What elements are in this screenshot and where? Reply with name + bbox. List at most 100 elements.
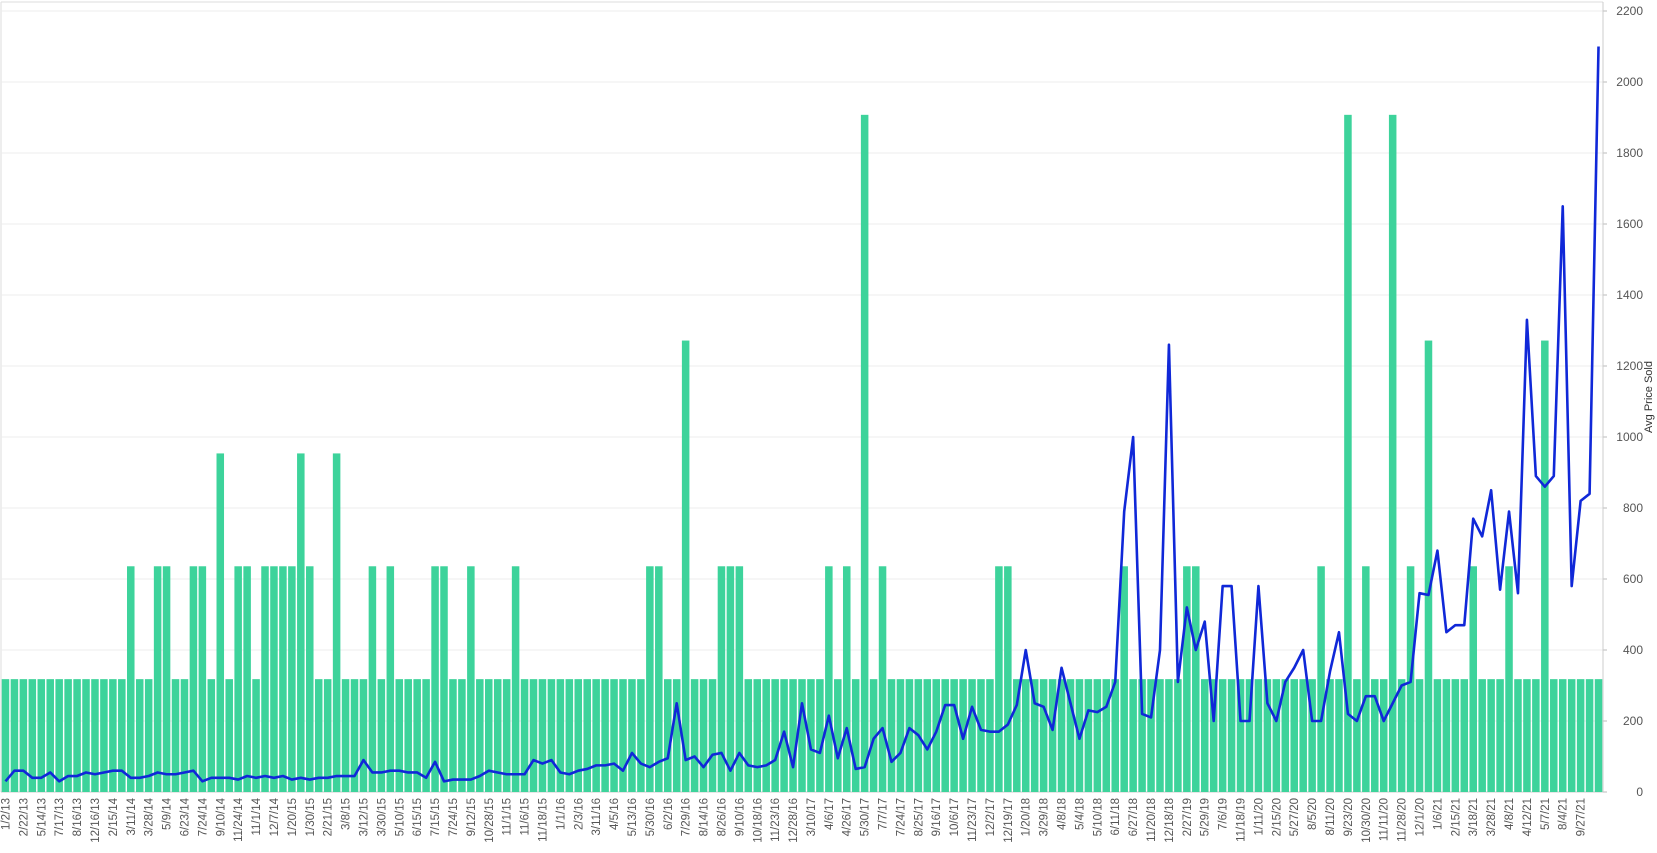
bar: [1093, 679, 1102, 792]
bar: [314, 679, 323, 792]
bar: [1129, 679, 1137, 792]
x-tick-label: 5/10/15: [394, 798, 406, 836]
x-tick-label: 3/11/14: [126, 797, 138, 835]
x-tick-label: 8/16/13: [72, 798, 84, 836]
x-tick-label: 6/11/18: [1110, 798, 1122, 836]
y2-axis-title: Avg Price Sold: [1643, 361, 1655, 433]
bar: [395, 679, 404, 792]
bar: [1379, 679, 1388, 792]
bar: [422, 679, 430, 792]
bar: [637, 679, 645, 792]
y2-tick-label: 1800: [1616, 146, 1643, 160]
bar: [834, 679, 842, 792]
x-tick-label: 2/15/14: [108, 797, 120, 836]
y2-tick-label: 0: [1636, 785, 1643, 799]
bar: [1183, 566, 1191, 792]
x-tick-label: 5/30/17: [860, 798, 872, 836]
bar: [735, 566, 744, 792]
bar: [556, 679, 565, 792]
bar: [10, 679, 19, 792]
y2-tick-label: 1200: [1616, 359, 1643, 373]
x-tick-label: 11/1/14: [251, 797, 263, 835]
bar: [1290, 679, 1298, 792]
bar: [1487, 679, 1495, 792]
x-tick-label: 10/30/20: [1361, 798, 1373, 843]
x-tick-label: 5/13/16: [627, 798, 639, 836]
bar: [64, 679, 72, 792]
bar: [1236, 679, 1245, 792]
bar: [467, 566, 475, 792]
bar: [73, 679, 81, 792]
x-tick-label: 7/24/15: [448, 798, 460, 836]
bar: [19, 679, 28, 792]
bar: [127, 566, 135, 792]
x-tick-label: 8/25/17: [913, 798, 925, 836]
y2-tick-label: 2200: [1616, 4, 1643, 18]
bar: [279, 566, 287, 792]
bar: [1299, 679, 1307, 792]
bar: [476, 679, 484, 792]
bar: [1433, 679, 1442, 792]
bar: [538, 679, 547, 792]
bar: [207, 679, 216, 792]
x-tick-label: 5/14/13: [36, 798, 48, 836]
bar: [252, 679, 260, 792]
bar: [816, 679, 824, 792]
bar: [153, 566, 162, 792]
bar: [1048, 679, 1057, 792]
x-tick-label: 4/12/21: [1522, 798, 1534, 836]
bar: [1004, 566, 1012, 792]
x-tick-label: 4/26/17: [842, 798, 854, 836]
x-tick-label: 3/18/21: [1468, 798, 1480, 836]
x-tick-label: 5/7/21: [1540, 798, 1552, 830]
bar: [28, 679, 37, 792]
x-tick-label: 3/12/15: [358, 798, 370, 836]
bar: [100, 679, 108, 792]
x-tick-label: 8/14/16: [699, 798, 711, 836]
bar: [628, 679, 636, 792]
bar: [1353, 679, 1361, 792]
x-tick-label: 6/15/15: [412, 798, 424, 836]
bar: [1514, 679, 1522, 792]
x-tick-label: 2/15/20: [1271, 798, 1283, 836]
bar: [323, 679, 332, 792]
y2-tick-label: 1400: [1616, 288, 1643, 302]
x-tick-label: 5/30/16: [645, 798, 657, 836]
x-tick-label: 8/4/21: [1558, 798, 1570, 830]
bar: [753, 679, 762, 792]
x-tick-label: 4/5/16: [609, 798, 621, 830]
bar: [1066, 679, 1075, 792]
bar: [1326, 679, 1334, 792]
bar: [923, 679, 932, 792]
bar: [1165, 679, 1173, 792]
x-tick-label: 7/29/16: [681, 798, 693, 836]
bar: [1192, 566, 1200, 792]
bar: [762, 679, 770, 792]
x-tick-label: 1/20/15: [287, 798, 299, 836]
x-tick-label: 6/23/14: [179, 797, 191, 836]
x-tick-label: 7/24/14: [197, 797, 209, 836]
bar: [1209, 679, 1218, 792]
x-tick-label: 3/29/18: [1039, 798, 1051, 836]
bar: [341, 679, 350, 792]
bar: [1021, 679, 1030, 792]
bar: [726, 566, 735, 792]
bar: [601, 679, 609, 792]
bar: [297, 453, 305, 792]
bar: [1388, 114, 1397, 792]
x-tick-label: 7/24/17: [895, 798, 907, 836]
bar: [1594, 679, 1603, 792]
x-tick-label: 10/28/15: [484, 798, 496, 843]
x-tick-label: 11/28/20: [1397, 798, 1409, 842]
bar: [109, 679, 117, 792]
bar: [1371, 679, 1379, 792]
bar: [216, 453, 225, 792]
x-tick-label: 9/10/14: [215, 797, 227, 836]
bar: [118, 679, 126, 792]
x-tick-label: 12/16/13: [90, 798, 102, 843]
x-tick-label: 11/18/15: [537, 798, 549, 842]
x-tick-label: 12/18/18: [1164, 798, 1176, 843]
bar: [270, 566, 278, 792]
x-tick-label: 4/8/18: [1057, 798, 1069, 830]
bar: [449, 679, 457, 792]
